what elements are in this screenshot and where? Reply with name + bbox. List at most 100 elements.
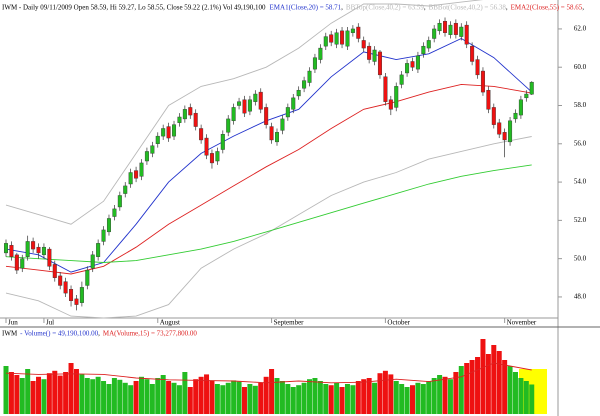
candle-body: [502, 132, 507, 141]
candle-body: [253, 93, 258, 102]
candle-body: [85, 269, 90, 286]
volume-bar: [290, 387, 296, 414]
candle-body: [432, 28, 437, 39]
volume-bar: [502, 360, 508, 414]
volume-bar: [171, 382, 177, 414]
volume-bar: [73, 369, 79, 414]
candle-body: [31, 241, 36, 250]
volume-bar: [469, 360, 475, 414]
volume-bar: [144, 379, 150, 414]
y-tick-label: 52.0: [574, 216, 587, 224]
candle-body: [226, 118, 231, 133]
volume-bar: [241, 387, 247, 414]
candle-body: [318, 47, 323, 60]
candle-body: [209, 153, 214, 164]
volume-bar: [269, 369, 275, 414]
legend-entry: EMA2(Close,55) = 58.65: [511, 4, 583, 12]
volume-bar: [475, 357, 481, 414]
volume-bar: [415, 382, 421, 414]
volume-bar: [95, 376, 101, 414]
candle-body: [513, 112, 518, 120]
x-tick-label: August: [160, 319, 180, 327]
volume-bar: [328, 385, 334, 414]
candle-body: [172, 124, 177, 137]
volume-bar: [512, 372, 518, 414]
volume-bar: [25, 369, 31, 414]
candle-body: [3, 243, 8, 254]
volume-bar: [344, 384, 350, 414]
candle-body: [399, 74, 404, 85]
candle-body: [285, 107, 290, 118]
x-tick-label: Jun: [8, 319, 18, 327]
volume-bar: [247, 384, 253, 414]
candle-body: [291, 97, 296, 110]
candle-body: [437, 22, 442, 32]
volume-bar: [393, 381, 399, 414]
candle-body: [258, 91, 263, 110]
volume-bar: [160, 375, 166, 414]
candle-body: [14, 254, 19, 271]
volume-bar: [301, 382, 307, 414]
candle-body: [302, 80, 307, 89]
volume-bar: [317, 381, 323, 414]
candle-body: [524, 93, 529, 99]
candle-body: [410, 61, 415, 68]
volume-bar: [307, 379, 313, 414]
candle-body: [96, 243, 101, 257]
volume-bar: [355, 381, 361, 414]
volume-bar: [193, 379, 199, 414]
volume-bar: [507, 366, 513, 414]
volume-bar: [209, 381, 215, 414]
volume-bar: [8, 372, 14, 414]
volume-bar: [133, 381, 139, 414]
candle-body: [20, 258, 25, 269]
candle-body: [388, 99, 393, 110]
candle-body: [275, 132, 280, 143]
candle-body: [58, 275, 63, 286]
candle-body: [90, 254, 95, 269]
y-tick-label: 60.0: [574, 63, 587, 71]
volume-bar: [285, 384, 291, 414]
volume-bar: [122, 382, 128, 414]
volume-bar: [404, 387, 410, 414]
volume-bar: [111, 378, 117, 414]
candle-body: [367, 45, 372, 60]
candle-body: [480, 70, 485, 93]
legend-separator: ,: [506, 4, 508, 12]
volume-bar: [231, 380, 237, 414]
volume-bar: [453, 372, 459, 414]
candle-body: [264, 107, 269, 125]
candle-body: [117, 195, 122, 208]
candle-body: [63, 281, 68, 294]
candle-body: [448, 24, 453, 35]
candle-body: [220, 134, 225, 150]
volume-bar: [447, 379, 453, 414]
volume-bar: [382, 370, 388, 414]
candle-body: [237, 101, 242, 106]
candle-body: [182, 109, 187, 120]
volume-bar: [79, 374, 85, 414]
volume-bar: [204, 374, 210, 414]
volume-bar: [30, 381, 36, 414]
candle-body: [41, 246, 46, 256]
volume-bar: [128, 385, 134, 414]
y-tick-label: 50.0: [574, 254, 587, 262]
volume-bar: [431, 378, 437, 414]
candle-body: [426, 40, 431, 49]
candle-body: [518, 99, 523, 116]
volume-bar: [464, 363, 470, 414]
volume-bar: [334, 382, 340, 414]
candle-body: [296, 89, 301, 97]
volume-bar: [236, 381, 242, 414]
candle-body: [334, 32, 339, 45]
y-tick-label: 62.0: [574, 25, 587, 33]
volume-bar: [14, 375, 20, 414]
volume-bar: [274, 378, 280, 414]
candle-body: [377, 51, 382, 76]
volume-bar: [496, 351, 502, 414]
volume-bar: [149, 384, 155, 414]
volume-bar: [523, 381, 529, 414]
volume-bar: [350, 385, 356, 414]
volume-bar: [182, 372, 188, 414]
volume-ma-line: [5, 362, 532, 384]
